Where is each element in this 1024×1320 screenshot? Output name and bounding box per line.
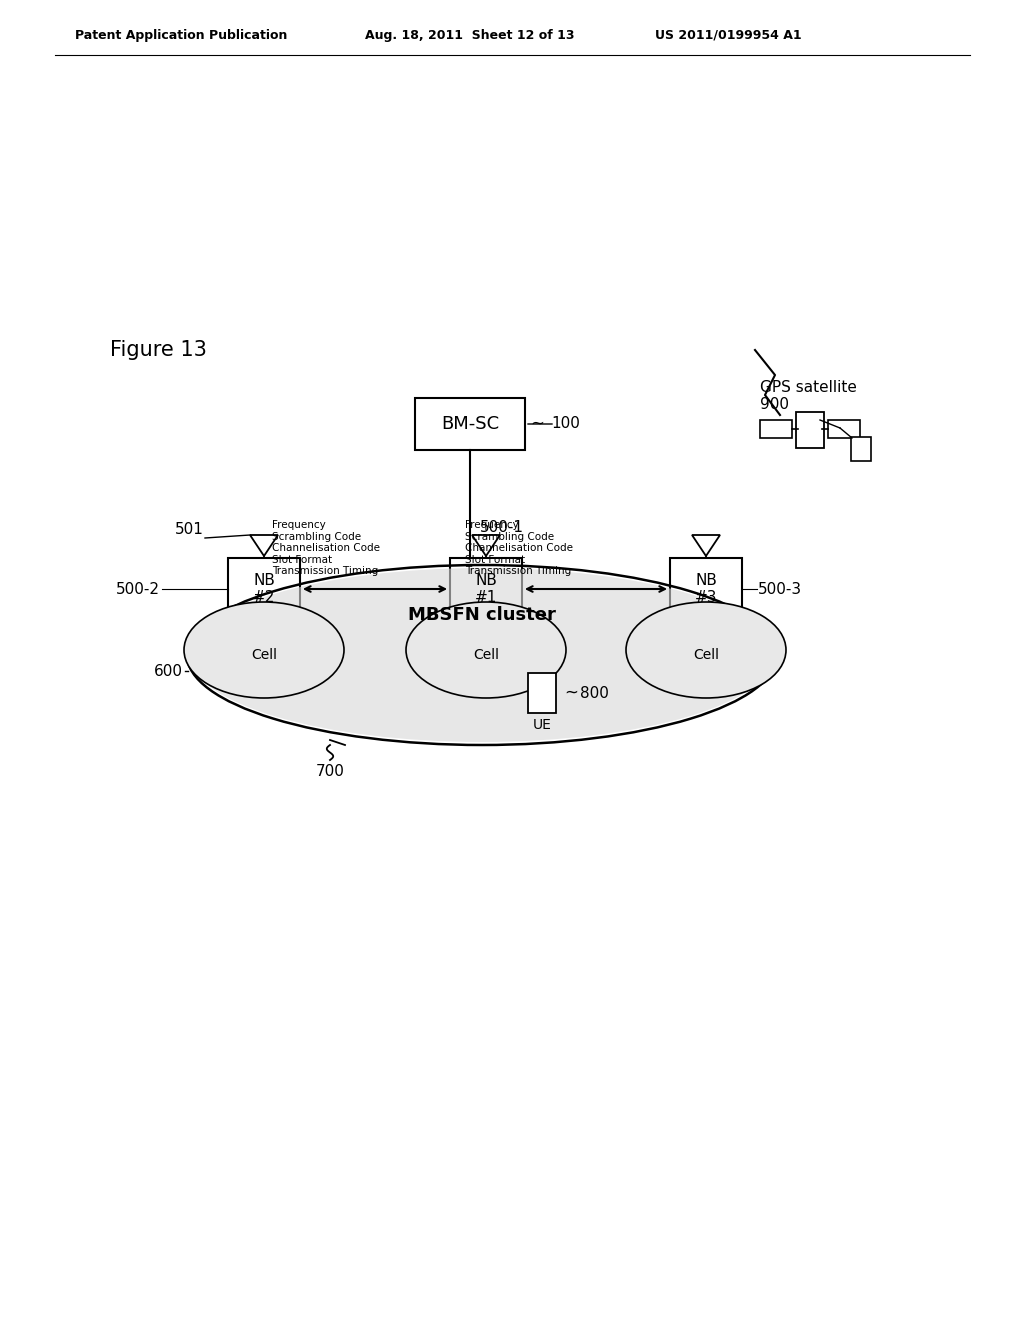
Text: 500-1: 500-1 (480, 520, 524, 536)
Text: GPS satellite
900: GPS satellite 900 (760, 380, 857, 412)
FancyBboxPatch shape (528, 673, 556, 713)
FancyBboxPatch shape (415, 399, 525, 450)
Text: Frequency
Scrambling Code
Channelisation Code
Slot Format
Transmission Timing: Frequency Scrambling Code Channelisation… (272, 520, 380, 577)
Text: Cell: Cell (251, 648, 278, 663)
Text: 700: 700 (315, 764, 344, 780)
FancyBboxPatch shape (796, 412, 824, 447)
Text: UE: UE (532, 718, 552, 733)
Text: Cell: Cell (693, 648, 719, 663)
Ellipse shape (626, 602, 786, 698)
FancyBboxPatch shape (670, 558, 742, 620)
Text: Figure 13: Figure 13 (110, 341, 207, 360)
Text: ~: ~ (530, 414, 544, 433)
Text: 800: 800 (580, 685, 609, 701)
Text: 501: 501 (175, 523, 204, 537)
Text: US 2011/0199954 A1: US 2011/0199954 A1 (655, 29, 802, 41)
Text: 600: 600 (154, 664, 183, 678)
Ellipse shape (406, 602, 566, 698)
Text: Frequency
Scrambling Code
Channelisation Code
Slot Format
Transmission Timing: Frequency Scrambling Code Channelisation… (465, 520, 573, 577)
Text: MBSFN cluster: MBSFN cluster (408, 606, 556, 624)
Text: Patent Application Publication: Patent Application Publication (75, 29, 288, 41)
Text: NB
#3: NB #3 (694, 573, 717, 605)
Text: Cell: Cell (473, 648, 499, 663)
FancyBboxPatch shape (851, 437, 871, 461)
Text: NB
#2: NB #2 (253, 573, 275, 605)
Ellipse shape (184, 602, 344, 698)
Text: 500-2: 500-2 (116, 582, 160, 597)
Text: ~: ~ (564, 684, 578, 702)
FancyBboxPatch shape (228, 558, 300, 620)
FancyBboxPatch shape (828, 420, 860, 438)
Ellipse shape (190, 568, 774, 742)
Text: BM-SC: BM-SC (441, 414, 499, 433)
Text: Aug. 18, 2011  Sheet 12 of 13: Aug. 18, 2011 Sheet 12 of 13 (365, 29, 574, 41)
FancyBboxPatch shape (450, 558, 522, 620)
Text: 100: 100 (551, 417, 580, 432)
Text: 500-3: 500-3 (758, 582, 802, 597)
FancyBboxPatch shape (760, 420, 792, 438)
Text: NB
#1: NB #1 (475, 573, 498, 605)
